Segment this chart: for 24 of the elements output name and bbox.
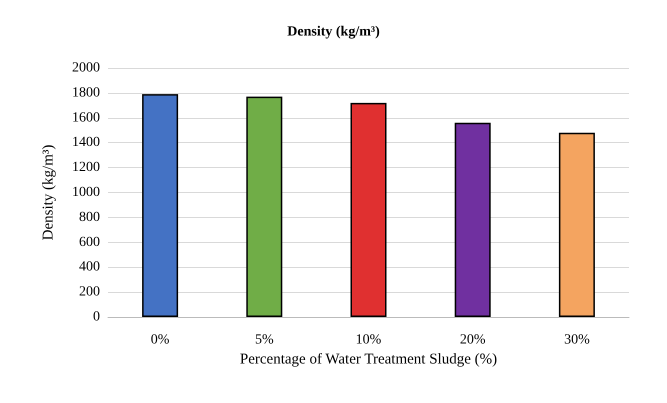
x-tick-label: 0% <box>150 332 170 348</box>
x-axis-title: Percentage of Water Treatment Sludge (%) <box>240 351 498 368</box>
y-tick-label: 1800 <box>72 85 100 100</box>
chart-title: Density (kg/m³) <box>287 24 380 40</box>
x-tick-label: 20% <box>460 332 486 348</box>
y-tick-label: 800 <box>79 210 100 225</box>
y-tick-label: 1200 <box>72 160 100 176</box>
y-axis-title: Density (kg/m³) <box>40 144 56 240</box>
y-tick-label: 1600 <box>72 110 100 126</box>
y-tick-label: 0 <box>93 310 100 324</box>
bar <box>558 132 595 317</box>
y-tick-label: 2000 <box>72 60 100 76</box>
bar <box>454 122 491 317</box>
y-tick-label: 1000 <box>72 185 100 200</box>
y-tick-label: 1400 <box>72 135 100 150</box>
y-tick-label: 200 <box>79 284 100 300</box>
x-tick-label: 5% <box>254 332 274 348</box>
x-tick-label: 30% <box>564 332 590 348</box>
bar <box>142 94 178 317</box>
y-tick-label: 600 <box>79 234 100 250</box>
y-tick-label: 400 <box>79 260 100 275</box>
bar <box>246 96 282 317</box>
bar <box>350 102 386 317</box>
x-tick-label: 10% <box>356 332 382 348</box>
